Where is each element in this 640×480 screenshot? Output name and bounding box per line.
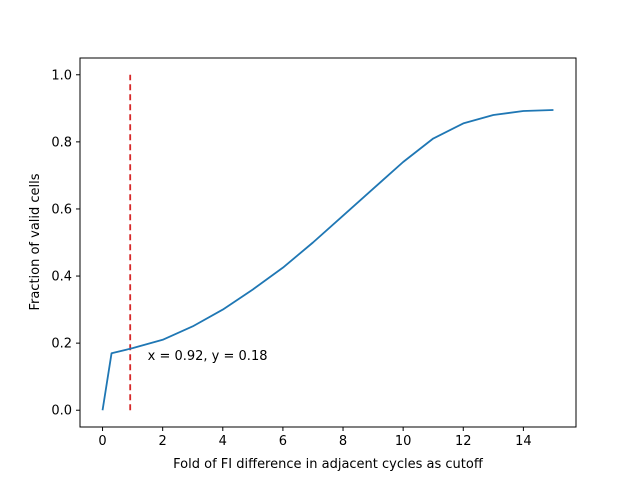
x-tick-label: 4 bbox=[219, 434, 227, 449]
x-axis-label: Fold of FI difference in adjacent cycles… bbox=[173, 457, 484, 472]
x-tick-label: 10 bbox=[395, 434, 412, 449]
x-tick-label: 6 bbox=[279, 434, 287, 449]
y-tick-label: 0.4 bbox=[51, 270, 72, 285]
x-tick-label: 2 bbox=[159, 434, 167, 449]
x-tick-label: 8 bbox=[339, 434, 347, 449]
x-tick-label: 0 bbox=[98, 434, 106, 449]
plot-area bbox=[80, 58, 576, 427]
series-line-0 bbox=[101, 109, 554, 411]
ticks-layer: 0 2 4 6 8 10 12 14 0.0 0.2 0.4 0.6 0.8 1.0 bbox=[51, 68, 531, 449]
x-tick-label: 12 bbox=[455, 434, 472, 449]
y-tick-label: 0.6 bbox=[51, 202, 72, 217]
series-layer bbox=[101, 74, 554, 411]
y-tick-label: 1.0 bbox=[51, 68, 72, 83]
y-tick-label: 0.0 bbox=[51, 404, 72, 419]
x-tick-label: 14 bbox=[515, 434, 532, 449]
annotation-label: x = 0.92, y = 0.18 bbox=[148, 349, 268, 364]
y-tick-label: 0.8 bbox=[51, 135, 72, 150]
y-tick-label: 0.2 bbox=[51, 337, 72, 352]
y-axis-label: Fraction of valid cells bbox=[28, 173, 43, 310]
plot-frame bbox=[79, 57, 577, 428]
